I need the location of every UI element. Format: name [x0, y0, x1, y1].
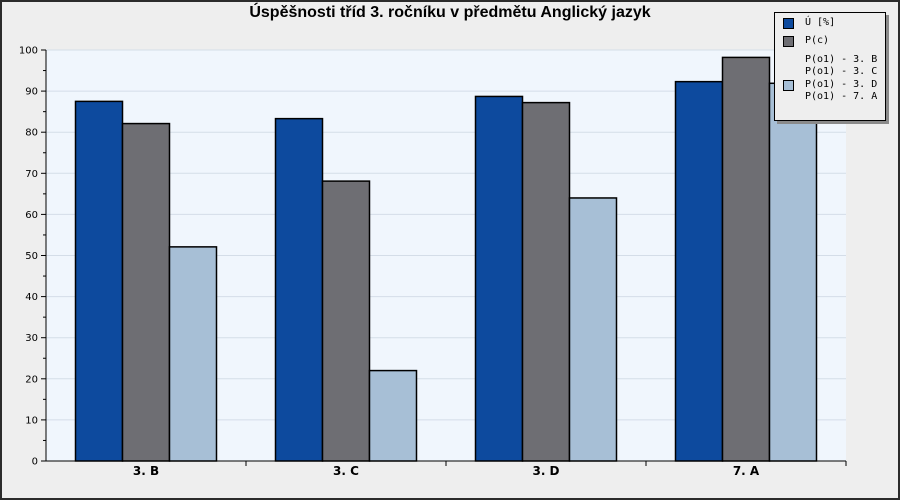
legend-group-line-2: P(o1) - 3. C [805, 66, 878, 77]
bar-7a-s3 [768, 82, 818, 462]
bar-3c-s3 [368, 369, 418, 462]
x-tick-label: 3. C [333, 464, 359, 478]
y-tick-label: 30 [25, 333, 38, 344]
legend-swatch-pc [783, 36, 794, 47]
y-tick-label: 80 [25, 128, 38, 139]
x-tick-label: 7. A [733, 464, 760, 478]
legend-group-line-1: P(o1) - 3. B [805, 54, 878, 65]
bar-3b-s1 [74, 100, 124, 462]
bars [74, 56, 818, 462]
x-tick-label: 3. D [532, 464, 559, 478]
legend-item-u: Ú [%] [783, 17, 835, 29]
y-tick-label: 0 [32, 457, 38, 468]
bar-3d-s2 [521, 101, 571, 462]
y-tick-label: 70 [25, 169, 38, 180]
bar-7a-s1 [674, 80, 724, 462]
legend-label-u: Ú [%] [805, 17, 836, 28]
y-tick-label: 10 [25, 415, 38, 426]
x-tick-label: 3. B [133, 464, 159, 478]
axes: 0 10 20 30 40 50 60 70 80 90 100 3. B 3. C 3. D 7. A [19, 46, 847, 478]
bar-7a-s2 [721, 56, 771, 462]
bar-3b-s3 [168, 246, 218, 462]
legend-group-line-4: P(o1) - 7. A [805, 91, 878, 102]
y-tick-label: 40 [25, 292, 38, 303]
bar-3d-s3 [568, 197, 618, 462]
y-tick-label: 60 [25, 210, 38, 221]
y-tick-label: 20 [25, 374, 38, 385]
bar-3d-s1 [474, 95, 524, 462]
bar-3b-s2 [121, 122, 171, 462]
chart-title: Úspěšnosti tříd 3. ročníku v předmětu An… [249, 4, 651, 21]
legend-label-pc: P(c) [805, 35, 830, 46]
legend-group-line-3: P(o1) - 3. D [805, 79, 878, 90]
bar-3c-s2 [321, 180, 371, 462]
y-tick-label: 50 [25, 251, 38, 262]
legend: Ú [%] P(c) P(o1) - 3. B P(o1) - 3. C P(o… [774, 12, 886, 121]
y-tick-label: 100 [19, 46, 38, 57]
legend-swatch-po1 [783, 80, 794, 91]
bar-3c-s1 [274, 117, 324, 462]
legend-swatch-u [783, 18, 794, 29]
legend-item-pc: P(c) [783, 35, 829, 47]
legend-item-po1 [783, 79, 807, 91]
y-tick-label: 90 [25, 87, 38, 98]
